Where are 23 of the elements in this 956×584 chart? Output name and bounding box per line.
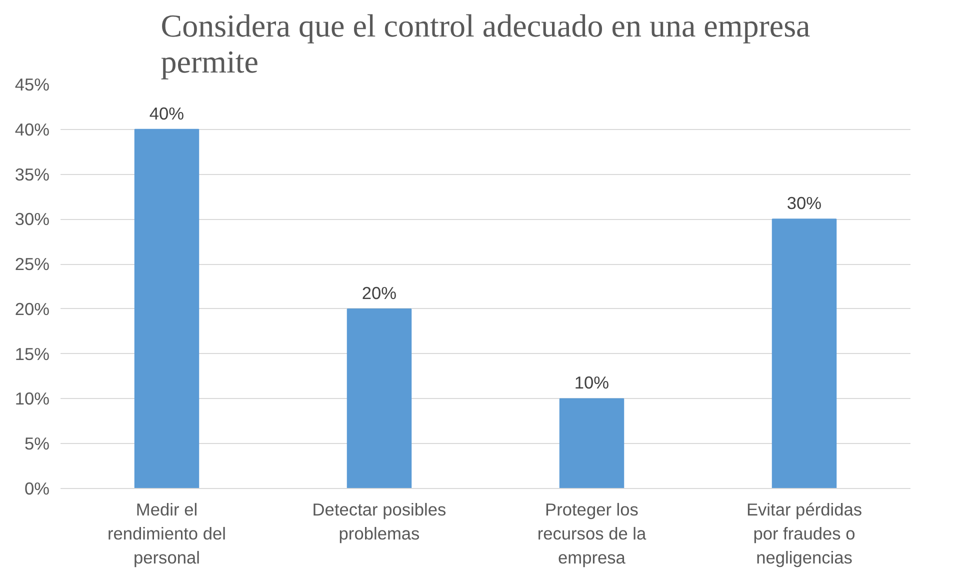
- data-label: 20%: [362, 282, 397, 303]
- data-label: 10%: [574, 372, 610, 393]
- y-tick-label: 0%: [24, 478, 50, 498]
- y-tick-label: 40%: [14, 119, 50, 140]
- y-tick-label: 30%: [14, 209, 50, 230]
- bar: [346, 308, 412, 488]
- y-tick-label: 45%: [14, 74, 50, 94]
- y-tick-label: 10%: [14, 388, 50, 409]
- y-tick-label: 5%: [24, 434, 50, 454]
- x-tick-label: Proteger los recursos de la empresa: [537, 500, 647, 568]
- x-tick-label: Detectar posibles problemas: [312, 500, 447, 544]
- bar: [134, 128, 200, 488]
- bar: [559, 398, 624, 488]
- x-tick-label: Medir el rendimiento del personal: [108, 500, 226, 568]
- y-tick-label: 15%: [14, 344, 50, 364]
- data-label: 30%: [786, 193, 822, 214]
- y-tick-label: 20%: [14, 298, 50, 319]
- y-tick-label: 35%: [14, 164, 50, 184]
- chart-title: Considera que el control adecuado en una empresa permite: [160, 8, 810, 80]
- x-tick-label: Evitar pérdidas por fraudes o negligencias: [746, 500, 862, 568]
- bar: [772, 218, 837, 488]
- y-tick-label: 25%: [14, 254, 50, 274]
- data-label: 40%: [149, 103, 184, 124]
